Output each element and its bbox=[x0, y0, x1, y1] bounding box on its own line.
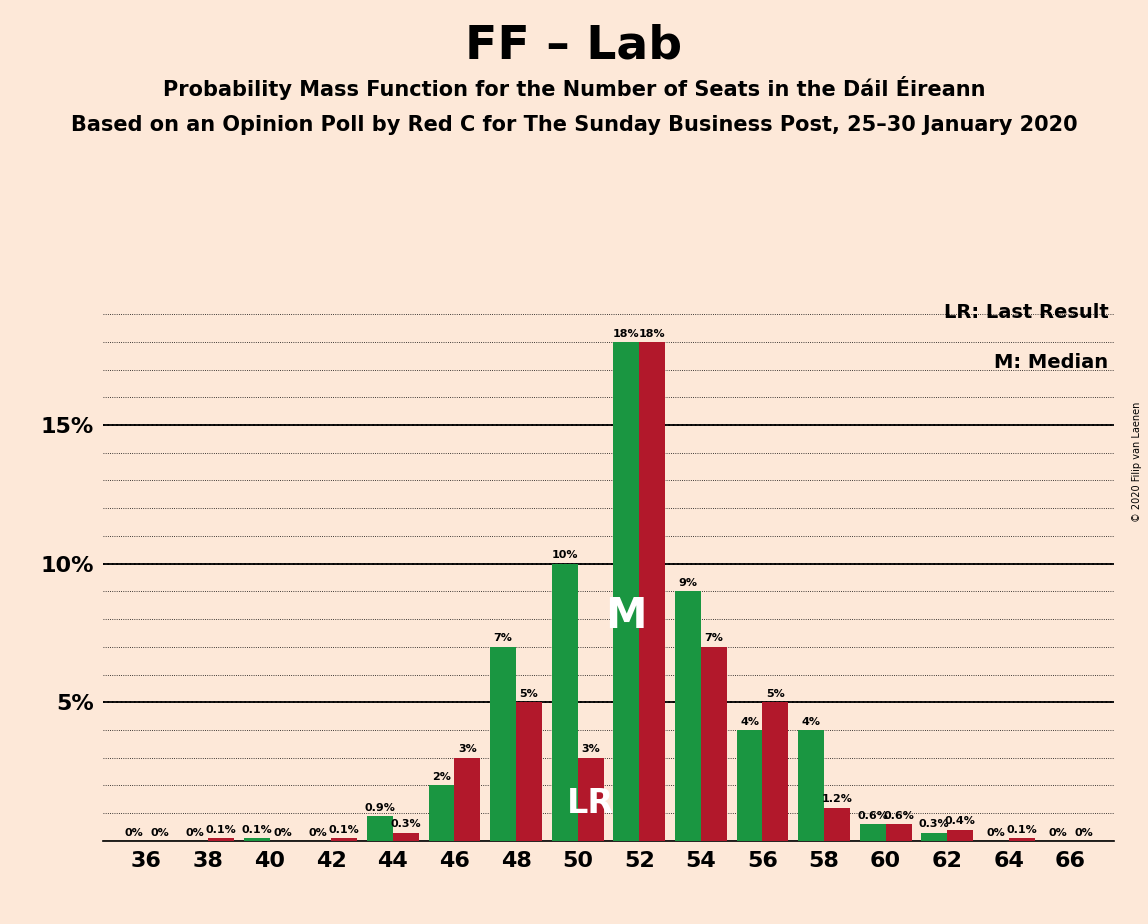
Bar bbox=[428, 785, 455, 841]
Text: 0.3%: 0.3% bbox=[920, 820, 949, 829]
Text: 0%: 0% bbox=[186, 828, 204, 837]
Bar bbox=[552, 564, 577, 841]
Bar bbox=[798, 730, 824, 841]
Bar bbox=[517, 702, 542, 841]
Bar bbox=[675, 591, 700, 841]
Text: 10%: 10% bbox=[551, 551, 577, 560]
Text: 4%: 4% bbox=[740, 717, 759, 726]
Bar bbox=[393, 833, 419, 841]
Text: 0.3%: 0.3% bbox=[390, 820, 421, 829]
Text: M: M bbox=[605, 595, 647, 638]
Text: 0.6%: 0.6% bbox=[883, 811, 914, 821]
Text: 0%: 0% bbox=[986, 828, 1006, 837]
Bar bbox=[860, 824, 885, 841]
Text: M: Median: M: Median bbox=[994, 353, 1109, 372]
Text: 0.1%: 0.1% bbox=[205, 825, 236, 834]
Bar bbox=[639, 342, 665, 841]
Bar bbox=[367, 816, 393, 841]
Bar bbox=[332, 838, 357, 841]
Text: 0%: 0% bbox=[1048, 828, 1066, 837]
Text: 0%: 0% bbox=[1075, 828, 1093, 837]
Bar bbox=[243, 838, 270, 841]
Text: 5%: 5% bbox=[766, 689, 785, 699]
Text: 1.2%: 1.2% bbox=[822, 795, 853, 804]
Bar bbox=[885, 824, 912, 841]
Bar bbox=[947, 830, 974, 841]
Text: 0%: 0% bbox=[150, 828, 169, 837]
Text: LR: Last Result: LR: Last Result bbox=[944, 303, 1109, 322]
Text: 0.1%: 0.1% bbox=[241, 825, 272, 834]
Bar bbox=[922, 833, 947, 841]
Text: 3%: 3% bbox=[581, 745, 600, 754]
Text: 0.1%: 0.1% bbox=[1007, 825, 1037, 834]
Text: 7%: 7% bbox=[494, 634, 512, 643]
Text: 2%: 2% bbox=[432, 772, 451, 782]
Text: 7%: 7% bbox=[705, 634, 723, 643]
Bar bbox=[762, 702, 789, 841]
Bar bbox=[490, 647, 517, 841]
Text: Based on an Opinion Poll by Red C for The Sunday Business Post, 25–30 January 20: Based on an Opinion Poll by Red C for Th… bbox=[71, 115, 1077, 135]
Text: © 2020 Filip van Laenen: © 2020 Filip van Laenen bbox=[1132, 402, 1142, 522]
Text: 18%: 18% bbox=[639, 329, 666, 338]
Bar bbox=[455, 758, 480, 841]
Text: LR: LR bbox=[567, 787, 614, 820]
Bar bbox=[208, 838, 234, 841]
Text: 18%: 18% bbox=[613, 329, 639, 338]
Text: 0.1%: 0.1% bbox=[328, 825, 359, 834]
Text: FF – Lab: FF – Lab bbox=[465, 23, 683, 68]
Bar bbox=[824, 808, 850, 841]
Text: 4%: 4% bbox=[801, 717, 821, 726]
Text: 0.6%: 0.6% bbox=[858, 811, 889, 821]
Text: 9%: 9% bbox=[678, 578, 697, 588]
Bar bbox=[613, 342, 639, 841]
Bar bbox=[577, 758, 604, 841]
Text: 3%: 3% bbox=[458, 745, 476, 754]
Text: 0.9%: 0.9% bbox=[364, 803, 395, 812]
Text: 0%: 0% bbox=[273, 828, 292, 837]
Bar bbox=[700, 647, 727, 841]
Bar bbox=[1009, 838, 1034, 841]
Text: 0%: 0% bbox=[309, 828, 327, 837]
Text: 5%: 5% bbox=[520, 689, 538, 699]
Text: Probability Mass Function for the Number of Seats in the Dáil Éireann: Probability Mass Function for the Number… bbox=[163, 76, 985, 100]
Text: 0.4%: 0.4% bbox=[945, 817, 976, 826]
Text: 0%: 0% bbox=[124, 828, 142, 837]
Bar bbox=[737, 730, 762, 841]
